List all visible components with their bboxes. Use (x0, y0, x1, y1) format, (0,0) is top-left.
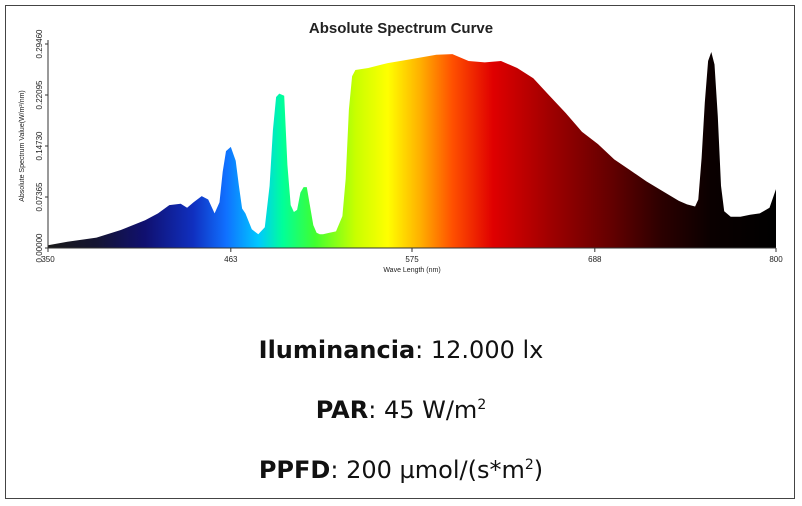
y-axis-label: Absolute Spectrum Value(W/m²/nm) (19, 90, 26, 202)
metric-separator: : (330, 456, 339, 484)
x-axis-label: Wave Length (nm) (383, 267, 440, 274)
metric-superscript: 2 (524, 457, 534, 473)
metric-ppfd: PPFD: 200 µmol/(s*m2) (0, 456, 802, 484)
metric-suffix: ) (533, 456, 544, 484)
metric-value: 45 W/m (383, 396, 478, 424)
y-tick-label: 0.14730 (35, 131, 44, 160)
metric-label: PPFD (258, 456, 331, 484)
y-tick-label: 0.00000 (35, 233, 44, 262)
x-tick-label: 575 (405, 255, 419, 264)
metric-label: Iluminancia (258, 336, 416, 364)
metric-illuminance: Iluminancia: 12.000 lx (0, 336, 802, 364)
x-tick-label: 350 (41, 255, 55, 264)
spectrum-chart: 350 463 575 688 800 0.00000 0.07365 0.14730 0.22… (19, 29, 783, 274)
x-tick-label: 800 (769, 255, 783, 264)
x-tick-label: 688 (588, 255, 602, 264)
metric-label: PAR (315, 396, 369, 424)
metric-separator: : (368, 396, 377, 424)
y-tick-label: 0.29460 (35, 29, 44, 58)
metric-superscript: 2 (477, 397, 487, 413)
y-tick-label: 0.22095 (35, 80, 44, 109)
chart-title: Absolute Spectrum Curve (308, 20, 494, 37)
metric-value: 200 µmol/(s*m (346, 456, 525, 484)
y-tick-label: 0.07365 (35, 182, 44, 211)
metric-value: 12.000 lx (430, 336, 544, 364)
x-tick-label: 463 (224, 255, 238, 264)
metric-par: PAR: 45 W/m2 (0, 396, 802, 424)
metric-separator: : (415, 336, 424, 364)
spectrum-area (48, 52, 776, 248)
